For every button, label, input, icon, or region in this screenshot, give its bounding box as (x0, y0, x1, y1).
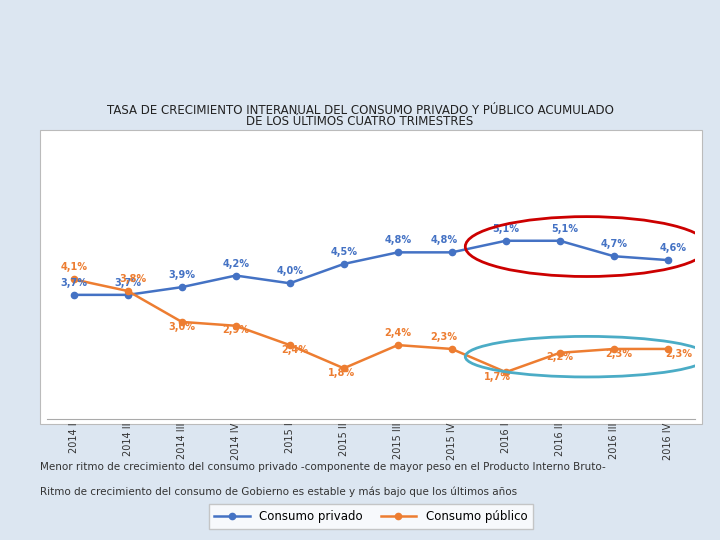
Text: 2,3%: 2,3% (606, 349, 633, 359)
Consumo privado (448, 249, 456, 255)
Text: 3,8%: 3,8% (120, 274, 147, 284)
Text: 2,4%: 2,4% (384, 328, 411, 338)
Text: 4,6%: 4,6% (660, 243, 687, 253)
Text: DE LOS ÚLTIMOS CUATRO TRIMESTRES: DE LOS ÚLTIMOS CUATRO TRIMESTRES (246, 115, 474, 128)
Consumo público (232, 322, 240, 329)
Text: 2,2%: 2,2% (546, 353, 573, 362)
Text: TASA DE CRECIMIENTO INTERANUAL DEL CONSUMO PRIVADO Y PÚBLICO ACUMULADO: TASA DE CRECIMIENTO INTERANUAL DEL CONSU… (107, 104, 613, 117)
Text: 3,7%: 3,7% (60, 278, 87, 288)
Text: 5,1%: 5,1% (552, 224, 579, 234)
Consumo público (177, 319, 186, 325)
Text: 4,1%: 4,1% (60, 262, 87, 272)
Text: 2,4%: 2,4% (282, 345, 309, 355)
Text: 4,5%: 4,5% (330, 247, 357, 257)
Text: 2,9%: 2,9% (222, 326, 249, 335)
Consumo privado (502, 238, 510, 244)
Text: 3,7%: 3,7% (114, 278, 141, 288)
Consumo público (556, 349, 564, 356)
Text: 4,7%: 4,7% (600, 239, 627, 249)
Consumo público (286, 342, 294, 348)
Consumo público (502, 369, 510, 375)
Text: 4,8%: 4,8% (384, 235, 411, 245)
Consumo privado (394, 249, 402, 255)
Text: Ritmo de crecimiento del consumo de Gobierno es estable y más bajo que los últim: Ritmo de crecimiento del consumo de Gobi… (40, 486, 517, 497)
Consumo público (340, 365, 348, 372)
Consumo privado (177, 284, 186, 291)
Consumo privado (286, 280, 294, 287)
Text: 3,9%: 3,9% (168, 270, 195, 280)
Text: 4,0%: 4,0% (276, 266, 303, 276)
Text: 2,3%: 2,3% (431, 332, 457, 342)
Consumo privado (610, 253, 618, 259)
Text: 4,8%: 4,8% (430, 235, 457, 245)
Consumo público (664, 346, 672, 352)
Consumo privado (340, 261, 348, 267)
Text: 4,2%: 4,2% (222, 259, 249, 268)
Text: 5,1%: 5,1% (492, 224, 519, 234)
Line: Consumo público: Consumo público (71, 276, 671, 375)
Text: 3,0%: 3,0% (168, 321, 195, 332)
Text: 1,8%: 1,8% (328, 368, 355, 378)
Consumo privado (124, 292, 132, 298)
Consumo privado (556, 238, 564, 244)
Text: Menor ritmo de crecimiento del consumo privado -componente de mayor peso en el P: Menor ritmo de crecimiento del consumo p… (40, 462, 606, 472)
Text: 1,7%: 1,7% (485, 372, 511, 382)
Consumo privado (664, 257, 672, 264)
Text: 2,3%: 2,3% (665, 349, 692, 359)
Consumo público (394, 342, 402, 348)
Line: Consumo privado: Consumo privado (71, 238, 671, 298)
Consumo público (610, 346, 618, 352)
Consumo público (70, 276, 78, 282)
Legend: Consumo privado, Consumo público: Consumo privado, Consumo público (209, 504, 533, 529)
Consumo privado (232, 272, 240, 279)
Consumo público (448, 346, 456, 352)
Consumo público (124, 288, 132, 294)
Consumo privado (70, 292, 78, 298)
